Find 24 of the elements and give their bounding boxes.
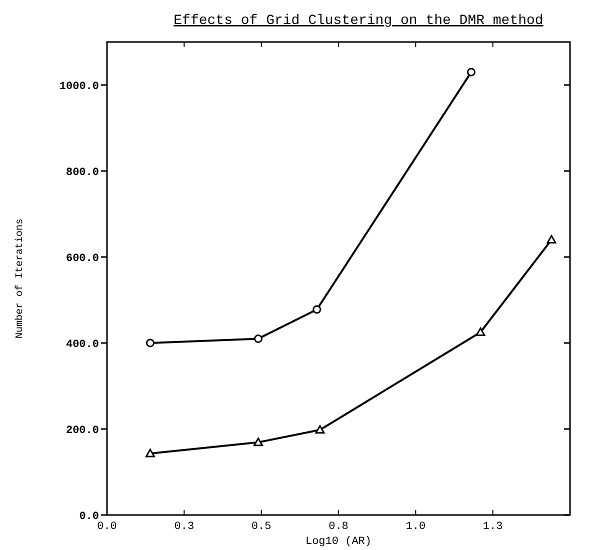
point [315,425,325,434]
point [145,448,155,458]
y-tick-label: 800.0 [66,167,99,179]
y-tick-label: 400.0 [66,339,99,351]
y-axis-title: Number of Iterations [14,218,26,339]
y-tick-label: 1000.0 [59,81,99,93]
point [312,305,322,314]
x-tick-label: 1.0 [406,521,426,533]
point [253,438,263,446]
x-tick-label: 0.8 [328,521,348,533]
x-tick-label: 0.0 [97,521,117,533]
x-tick-label: 0.3 [174,521,194,533]
point [466,68,476,76]
y-tick-label: 0.0 [79,511,99,523]
x-tick-label: 0.5 [251,521,272,533]
point [254,334,262,343]
chart-title: Effects of Grid Clustering on the DMR method [174,13,544,29]
x-axis-title: Log10 (AR) [305,536,372,548]
y-tick-label: 600.0 [66,253,99,265]
y-tick-label: 200.0 [66,425,99,437]
point [146,338,154,348]
x-tick-label: 1.3 [482,521,503,533]
point [546,235,556,244]
point [476,328,486,336]
